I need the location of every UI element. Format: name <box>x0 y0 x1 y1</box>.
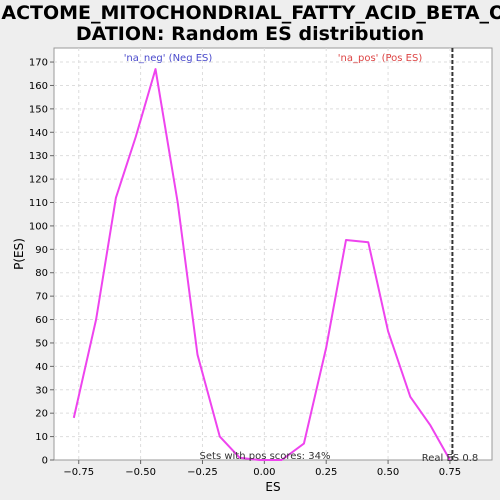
y-tick-label: 90 <box>35 245 48 256</box>
y-tick-label: 60 <box>35 315 48 326</box>
y-tick-label: 160 <box>29 81 48 92</box>
x-tick-label: −0.50 <box>125 467 156 478</box>
y-tick-label: 110 <box>29 198 48 209</box>
pos-es-label: 'na_pos' (Pos ES) <box>338 53 423 64</box>
x-tick-label: 0.25 <box>315 467 337 478</box>
x-tick-label: −0.25 <box>187 467 218 478</box>
chart-title-line-2: DATION: Random ES distribution <box>76 23 424 45</box>
y-tick-label: 120 <box>29 175 48 186</box>
x-axis-ticks: −0.75 −0.50 −0.25 0.00 0.25 0.50 0.75 <box>63 460 461 478</box>
real-es-label: Real ES 0.8 <box>422 453 478 464</box>
y-axis-label: P(ES) <box>12 238 26 270</box>
y-tick-label: 50 <box>35 338 48 349</box>
x-tick-label: −0.75 <box>63 467 94 478</box>
y-tick-label: 140 <box>29 128 48 139</box>
y-tick-label: 170 <box>29 58 48 69</box>
chart-title-line-1: REACTOME_MITOCHONDRIAL_FATTY_ACID_BETA_O… <box>0 2 500 24</box>
x-tick-label: 0.00 <box>253 467 275 478</box>
x-axis-label: ES <box>265 480 280 494</box>
x-tick-label: 0.50 <box>377 467 399 478</box>
y-tick-label: 150 <box>29 104 48 115</box>
y-tick-label: 10 <box>35 432 48 443</box>
y-tick-label: 20 <box>35 409 48 420</box>
y-tick-label: 130 <box>29 151 48 162</box>
neg-es-label: 'na_neg' (Neg ES) <box>124 53 213 64</box>
y-tick-label: 70 <box>35 292 48 303</box>
plot-area <box>53 47 493 461</box>
series-lines <box>72 68 451 461</box>
sets-pos-scores-label: Sets with pos scores: 34% <box>200 451 331 462</box>
y-axis-ticks: 0 10 20 30 40 50 60 70 80 90 100 110 120 130 140 150 160… <box>29 58 54 467</box>
series-line <box>72 68 451 461</box>
y-tick-label: 30 <box>35 385 48 396</box>
y-tick-label: 0 <box>42 456 48 467</box>
y-tick-label: 100 <box>29 221 48 232</box>
x-tick-label: 0.75 <box>439 467 461 478</box>
y-tick-label: 40 <box>35 362 48 373</box>
y-tick-label: 80 <box>35 268 48 279</box>
